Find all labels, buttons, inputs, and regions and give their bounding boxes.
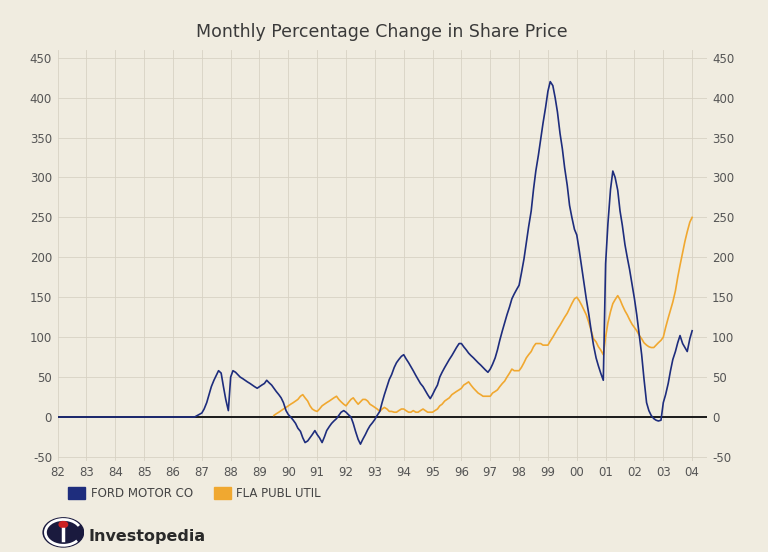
Circle shape: [59, 522, 68, 528]
Circle shape: [43, 518, 84, 547]
Legend: FORD MOTOR CO, FLA PUBL UTIL: FORD MOTOR CO, FLA PUBL UTIL: [64, 482, 326, 505]
Title: Monthly Percentage Change in Share Price: Monthly Percentage Change in Share Price: [197, 23, 568, 41]
Text: Investopedia: Investopedia: [88, 529, 206, 544]
